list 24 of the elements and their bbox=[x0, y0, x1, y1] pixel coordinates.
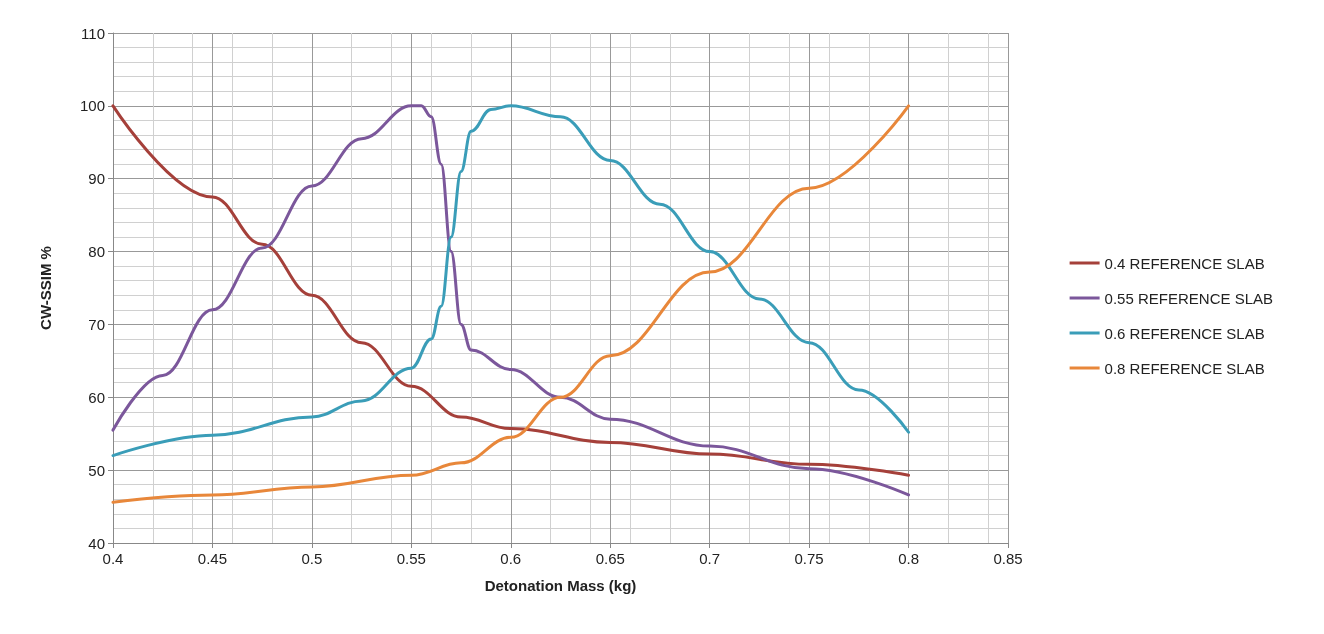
y-tick-label: 110 bbox=[81, 24, 105, 42]
x-tick-label: 0.55 bbox=[396, 550, 426, 567]
y-tick-label: 100 bbox=[79, 97, 105, 115]
y-tick-label: 90 bbox=[88, 170, 105, 188]
x-tick-label: 0.75 bbox=[794, 550, 824, 567]
x-tick-label: 0.65 bbox=[595, 550, 625, 567]
y-axis-title: CW-SSIM % bbox=[37, 246, 54, 330]
y-tick-label: 80 bbox=[88, 243, 105, 261]
legend-label: 0.6 REFERENCE SLAB bbox=[1104, 324, 1265, 342]
y-tick-label: 40 bbox=[88, 534, 105, 552]
x-tick-label: 0.8 bbox=[898, 550, 919, 567]
x-tick-label: 0.85 bbox=[993, 550, 1023, 567]
x-tick-label: 0.7 bbox=[699, 550, 721, 567]
y-tick-label: 50 bbox=[88, 461, 105, 479]
x-tick-label: 0.4 bbox=[102, 550, 124, 567]
x-axis-title: Detonation Mass (kg) bbox=[484, 577, 637, 594]
x-tick-label: 0.6 bbox=[500, 550, 522, 567]
x-tick-label: 0.45 bbox=[197, 550, 228, 567]
legend-label: 0.4 REFERENCE SLAB bbox=[1104, 254, 1265, 272]
x-tick-label: 0.5 bbox=[301, 550, 323, 567]
legend-label: 0.8 REFERENCE SLAB bbox=[1104, 359, 1265, 377]
y-tick-label: 60 bbox=[88, 388, 105, 406]
legend-label: 0.55 REFERENCE SLAB bbox=[1104, 289, 1274, 307]
y-tick-label: 70 bbox=[88, 315, 105, 333]
